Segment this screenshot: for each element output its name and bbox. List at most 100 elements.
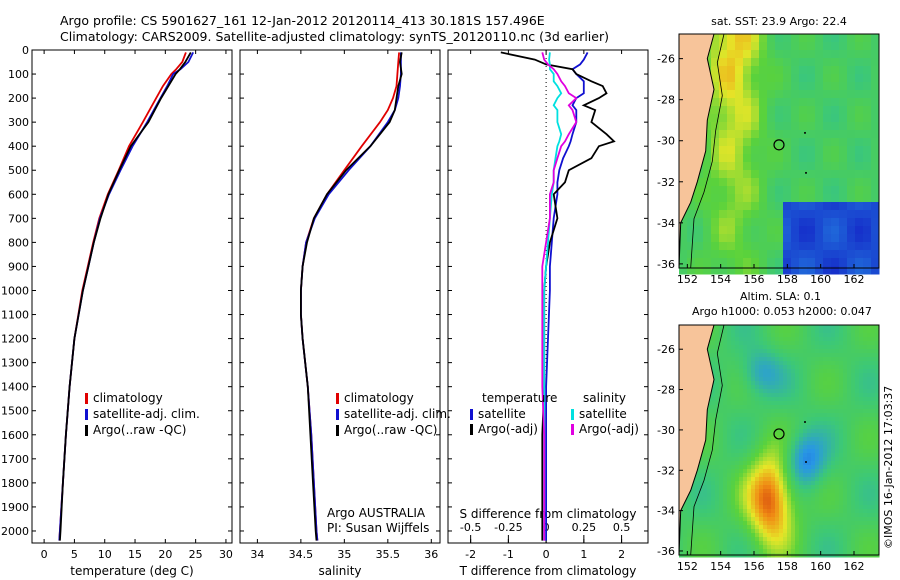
sla-map-cell (839, 421, 844, 426)
legend-label: satellite (478, 407, 526, 421)
sst-map-cell (719, 162, 728, 171)
sla-map-cell (711, 449, 716, 454)
sst-map-cell (847, 226, 856, 235)
sla-map-cell (735, 413, 740, 418)
sla-map-cell (835, 413, 840, 418)
sla-map-cell (711, 417, 716, 422)
sst-map-cell (719, 154, 728, 163)
sst-map-cell (783, 250, 792, 259)
sst-map-cell (751, 258, 760, 267)
sst-map-cell (863, 210, 872, 219)
sst-map-cell (719, 90, 728, 99)
sst-map-cell (807, 218, 816, 227)
sla-map-cell (711, 393, 716, 398)
sla-map-cell (731, 501, 736, 506)
sla-map-cell (707, 441, 712, 446)
sla-map-cell (711, 333, 716, 338)
sla-map-cell (743, 389, 748, 394)
sla-map-cell (871, 333, 876, 338)
sst-map-cell (815, 266, 824, 275)
sla-map-cell (863, 349, 868, 354)
sla-map-cell (875, 525, 880, 530)
sla-map-cell (843, 517, 848, 522)
sla-map-cell (735, 449, 740, 454)
sla-map-cell (803, 489, 808, 494)
sst-map-cell (847, 138, 856, 147)
sla-map-cell (875, 333, 880, 338)
sla-map-cell (731, 389, 736, 394)
sla-map-cell (719, 525, 724, 530)
sla-map-cell (691, 485, 696, 490)
sst-map-cell (791, 202, 800, 211)
sst-map-cell (743, 234, 752, 243)
depth-tick-label: 400 (8, 140, 29, 153)
sst-map-cell (727, 58, 736, 67)
sla-map-cell (695, 481, 700, 486)
sla-map-cell (795, 489, 800, 494)
sla-map-cell (691, 497, 696, 502)
sla-map-cell (863, 453, 868, 458)
sla-map-cell (811, 389, 816, 394)
sst-map-cell (839, 194, 848, 203)
sst-map-cell (759, 250, 768, 259)
sla-map-cell (875, 437, 880, 442)
sla-map-cell (783, 425, 788, 430)
sst-map-cell (839, 58, 848, 67)
sla-map-cell (727, 537, 732, 542)
sst-map-cell (799, 170, 808, 179)
sla-map-cell (871, 445, 876, 450)
sla-map-cell (815, 449, 820, 454)
sla-map-cell (763, 497, 768, 502)
sst-map-cell (839, 242, 848, 251)
sla-map-cell (867, 349, 872, 354)
sst-map-cell (791, 178, 800, 187)
sla-map-cell (719, 481, 724, 486)
sla-map-cell (851, 357, 856, 362)
sla-map-cell (779, 377, 784, 382)
sla-map-cell (843, 413, 848, 418)
sla-map-cell (851, 361, 856, 366)
sla-map-cell (795, 345, 800, 350)
sla-map-cell (735, 485, 740, 490)
sla-map-cell (739, 493, 744, 498)
sla-map-cell (715, 541, 720, 546)
sla-map-cell (847, 533, 852, 538)
sla-map-cell (807, 505, 812, 510)
sla-map-cell (815, 401, 820, 406)
sla-map-cell (731, 521, 736, 526)
sst-map-cell (711, 154, 720, 163)
sla-map-cell (767, 473, 772, 478)
sst-map-cell (743, 194, 752, 203)
sla-map-cell (863, 377, 868, 382)
sst-map-cell (823, 266, 832, 275)
sla-map-cell (811, 409, 816, 414)
sla-map-cell (707, 457, 712, 462)
sst-map-cell (855, 34, 864, 43)
sla-map-cell (759, 501, 764, 506)
sst-map-cell (711, 234, 720, 243)
sla-map-cell (859, 341, 864, 346)
sla-map-cell (787, 465, 792, 470)
sst-map-cell (735, 178, 744, 187)
sst-map-cell (847, 186, 856, 195)
sla-map-cell (799, 489, 804, 494)
sst-map-cell (855, 242, 864, 251)
sst-map-cell (807, 146, 816, 155)
sst-map-cell (719, 242, 728, 251)
sla-map-cell (863, 533, 868, 538)
sla-map-cell (843, 497, 848, 502)
sla-map-cell (795, 493, 800, 498)
sla-map-cell (819, 433, 824, 438)
sla-map-cell (795, 361, 800, 366)
sla-map-cell (815, 457, 820, 462)
sla-map-cell (803, 533, 808, 538)
sst-map-cell (783, 34, 792, 43)
sla-map-cell (819, 541, 824, 546)
sla-map-cell (851, 449, 856, 454)
sla-map-cell (779, 469, 784, 474)
sla-map-cell (715, 473, 720, 478)
sst-map-cell (775, 98, 784, 107)
sst-map-cell (743, 226, 752, 235)
sst-map-cell (839, 66, 848, 75)
sst-map-xtick-label: 160 (810, 273, 831, 286)
